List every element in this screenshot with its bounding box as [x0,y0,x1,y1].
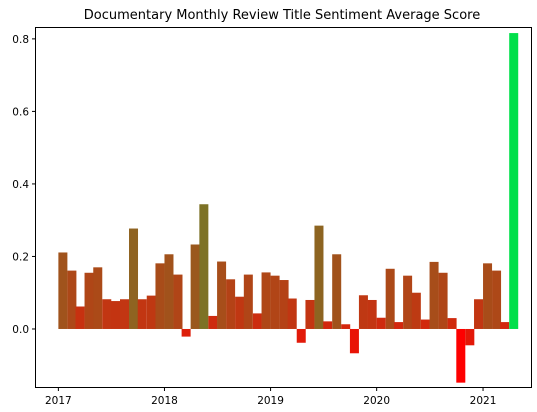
bar-2020-06 [420,319,430,329]
bar-2017-05 [93,267,103,329]
bar-2020-10 [456,328,466,383]
bar-2018-12 [261,272,271,329]
bar-2018-09 [235,296,245,329]
chart-title: Documentary Monthly Review Title Sentime… [84,8,480,23]
bar-2020-11 [465,328,475,346]
bar-2018-06 [208,315,218,329]
bar-2020-02 [385,268,395,329]
bar-2017-10 [137,299,147,329]
bar-2018-10 [243,274,253,329]
bar-2018-04 [190,244,200,329]
bar-2019-05 [305,299,315,329]
bar-2020-09 [447,318,457,329]
bar-2018-08 [226,279,236,329]
bar-2017-12 [155,263,165,329]
x-tick-label: 2021 [470,395,497,407]
bar-2019-06 [314,225,324,329]
bar-2017-02 [67,270,77,329]
bar-2017-11 [146,295,156,329]
bar-2019-02 [279,280,289,329]
bar-2020-05 [411,292,421,329]
bar-2018-01 [164,254,174,329]
y-tick-label: 0.2 [12,251,29,263]
bar-2018-03 [181,328,191,337]
y-tick-label: 0.6 [12,106,29,118]
bar-2021-04 [509,33,519,329]
bar-2017-09 [129,228,139,329]
y-tick-label: 0.4 [12,179,29,191]
bar-2019-08 [332,254,342,329]
bars-group [58,33,519,383]
bar-2019-11 [358,295,368,329]
y-axis: 0.0 0.2 0.4 0.6 0.8 [12,34,36,336]
bar-2021-01 [483,263,493,329]
bar-2020-01 [376,317,386,329]
bar-2019-10 [349,328,359,354]
x-tick-label: 2020 [363,395,390,407]
bar-2017-03 [75,306,85,329]
bar-2021-03 [500,322,510,329]
plot-frame [35,27,532,388]
bar-2017-07 [110,301,120,329]
bar-2018-11 [252,313,262,329]
bar-2020-07 [429,261,439,329]
bar-2019-01 [270,275,280,329]
x-tick-label: 2018 [151,395,178,407]
bar-2017-04 [84,272,94,329]
bar-2020-03 [394,322,404,329]
bar-2019-03 [287,298,297,329]
bar-2018-02 [173,274,183,329]
bar-2020-12 [474,299,484,329]
y-tick-label: 0.0 [12,324,29,336]
bar-2021-02 [492,270,502,329]
bar-2019-07 [323,321,333,329]
x-tick-label: 2017 [45,395,72,407]
bar-2019-04 [296,328,306,343]
bar-2019-12 [367,299,377,329]
bar-2018-05 [199,204,209,329]
bar-2020-08 [438,272,448,329]
x-tick-label: 2019 [257,395,284,407]
x-axis: 2017 2018 2019 2020 2021 [45,387,496,407]
y-tick-label: 0.8 [12,34,29,46]
bar-2019-09 [341,324,351,329]
bar-2017-06 [102,299,112,329]
bar-2017-08 [120,299,130,329]
bar-2020-04 [403,275,413,329]
bar-2018-07 [217,261,227,329]
bar-2017-01 [58,252,68,329]
